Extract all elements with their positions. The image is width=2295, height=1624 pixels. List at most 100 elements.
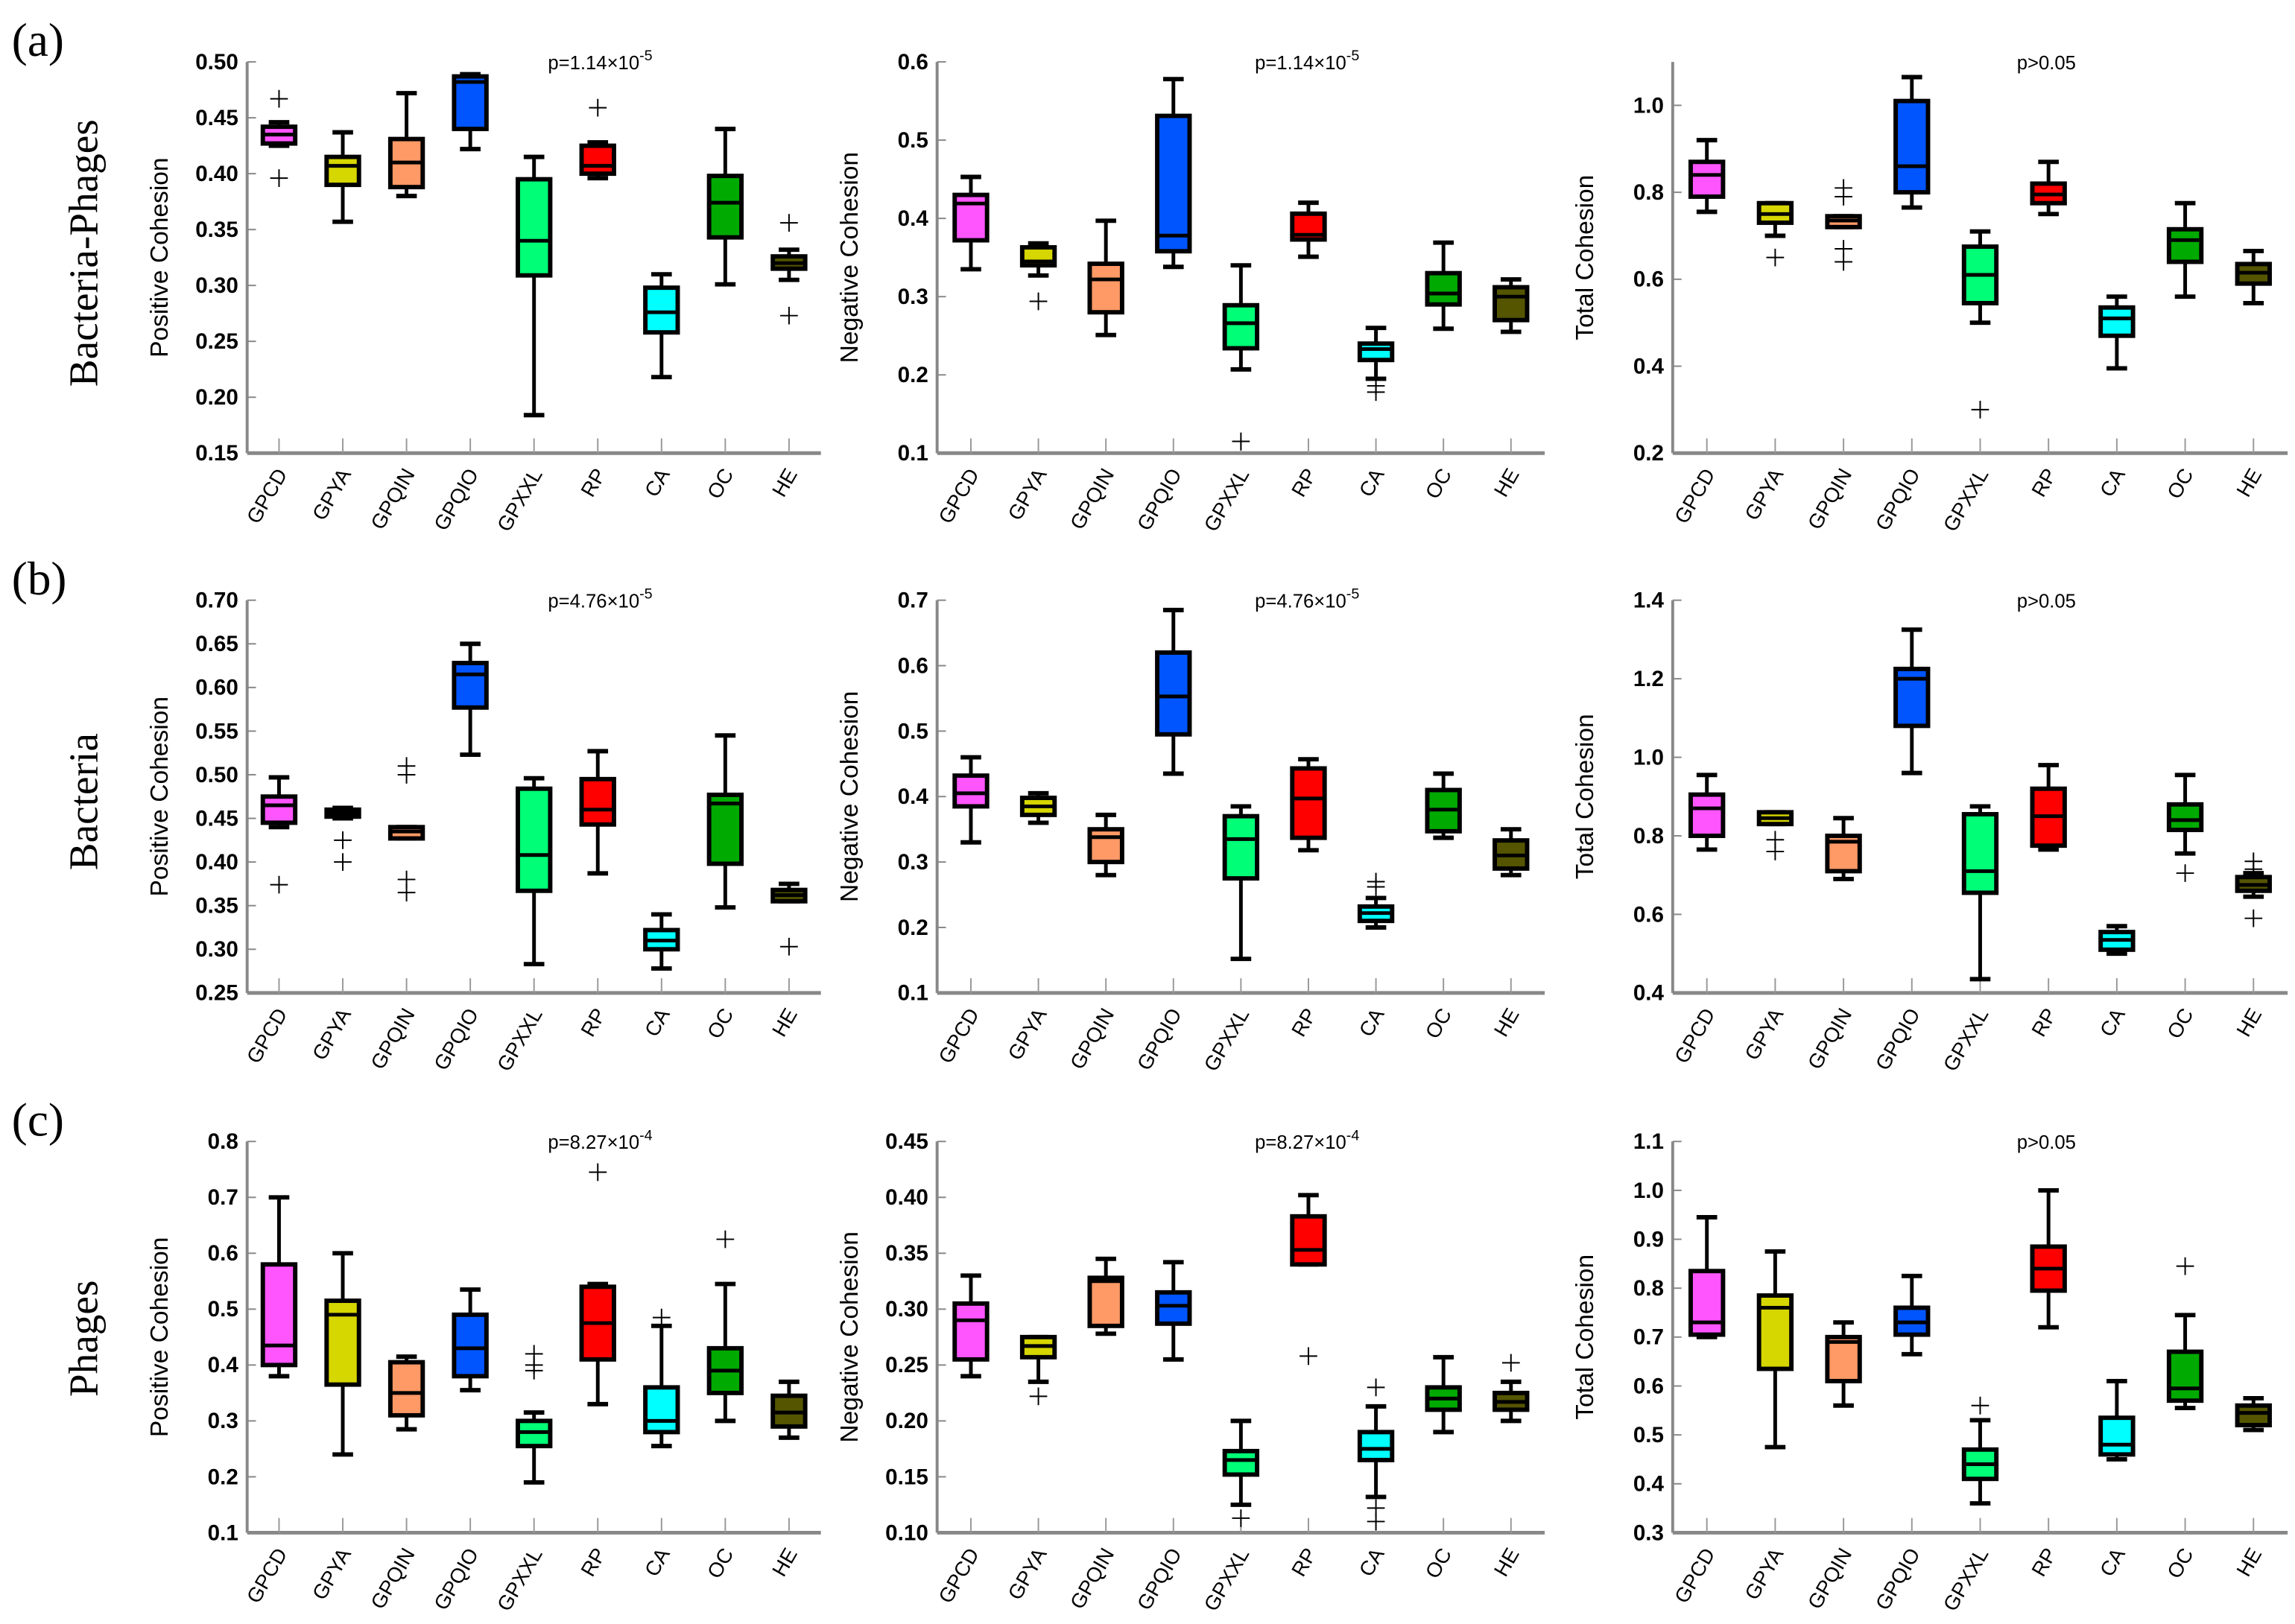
box-iqr [579,776,616,827]
box-iqr [2098,1415,2136,1457]
x-tick-label: GPYA [1003,1003,1051,1064]
y-tick-label: 0.3 [898,285,928,309]
p-value-exponent: -5 [1346,48,1360,64]
box-iqr [643,1385,680,1435]
box-gpcd [1688,1215,1726,1339]
x-tick-label: GPCD [1670,1544,1720,1608]
box-gpcd [952,755,990,845]
y-tick-label: 1.4 [1633,589,1665,613]
x-tick-label: GPYA [1003,464,1051,524]
box-rp [579,98,616,181]
box-oc [706,127,744,287]
x-tick-label: GPQIO [1871,1004,1925,1074]
p-value-exponent: -5 [639,48,653,64]
box-ca [2098,1378,2136,1462]
y-tick-label: 0.8 [1633,824,1664,849]
y-tick-label: 0.1 [208,1520,238,1545]
x-tick-label: GPYA [1003,1544,1051,1604]
x-tick-label: GPCD [934,1544,984,1608]
y-tick-label: 0.3 [208,1409,238,1433]
outlier-marker [1367,1512,1385,1531]
x-tick-label: GPQIN [1066,1004,1118,1073]
box-iqr [387,1360,425,1418]
x-tick-label: GPCD [1670,1004,1720,1068]
box-gpxxl [516,775,553,967]
outlier-marker [1300,1347,1317,1366]
y-tick-label: 0.5 [1633,1423,1664,1447]
y-tick-label: 0.65 [195,632,238,656]
y-tick-label: 0.7 [898,589,928,613]
y-tick-label: 1.1 [1633,1129,1664,1154]
outlier-marker [270,875,288,894]
box-rp [2030,159,2067,217]
y-tick-label: 0.3 [898,850,928,875]
p-value-base: p>0.05 [2017,1132,2076,1153]
p-value-base: p>0.05 [2017,591,2076,612]
box-gpqin [1825,816,1862,881]
y-tick-label: 0.20 [885,1409,928,1433]
x-tick-label: RP [1287,1004,1321,1041]
box-iqr [706,174,744,240]
p-value-exponent: -5 [639,586,653,603]
outlier-marker [1766,843,1785,860]
outlier-marker [1766,248,1785,267]
x-tick-label: GPQIN [1803,1544,1856,1614]
box-rp [1290,1193,1327,1366]
box-ca [1357,872,1395,930]
y-axis-label: Negative Cohesion [836,691,864,902]
box-gpqin [387,1354,425,1432]
outlier-marker [334,831,352,849]
p-value: p=1.14×10-5 [1255,48,1359,74]
x-tick-label: GPQIN [1066,464,1118,533]
x-tick-label: GPYA [308,464,355,524]
box-gpcd [952,1273,990,1379]
y-tick-label: 1.0 [1633,745,1664,770]
box-gpcd [952,174,990,272]
outlier-marker [397,884,416,901]
x-tick-label: OC [703,1544,738,1582]
y-tick-label: 0.15 [195,441,238,466]
box-gpqio [1155,1260,1192,1362]
box-he [1492,827,1530,878]
boxplot-panel: 0.10 0.15 0.20 0.25 0.30 0.35 0.40 0.45 Negative… [836,1127,1545,1615]
box-iqr [952,1301,990,1362]
outlier-marker [1367,878,1385,896]
y-tick-label: 0.40 [195,850,238,875]
box-gpqio [1155,607,1192,776]
p-value-base: p=4.76×10 [548,591,639,612]
y-tick-label: 0.4 [208,1353,239,1377]
x-tick-label: OC [703,1004,738,1042]
x-tick-label: OC [1421,1004,1457,1042]
x-tick-label: GPXXL [1939,1544,1993,1615]
outlier-marker [589,98,607,117]
y-tick-label: 0.6 [898,50,928,74]
y-tick-label: 0.5 [208,1297,238,1322]
y-tick-label: 0.50 [195,763,238,787]
box-gpqio [1893,627,1931,775]
box-iqr [1155,113,1192,254]
y-tick-label: 0.6 [1633,1374,1664,1398]
box-iqr [1290,766,1327,840]
outlier-marker [780,937,798,956]
box-iqr [516,177,553,278]
x-tick-label: GPCD [242,1004,292,1068]
box-ca [1357,326,1395,402]
box-iqr [1357,1430,1395,1462]
box-gpqin [387,757,425,901]
y-tick-label: 0.35 [195,894,238,919]
box-gpya [1019,241,1057,311]
box-iqr [2098,305,2136,338]
box-gpxxl [1961,1396,1999,1506]
y-tick-label: 0.4 [898,784,929,809]
y-tick-label: 0.7 [1633,1325,1664,1350]
y-tick-label: 0.5 [898,719,928,743]
p-value-base: p=8.27×10 [548,1132,639,1153]
x-tick-label: GPQIO [429,464,483,534]
y-axis-label: Negative Cohesion [836,1231,864,1442]
x-tick-label: GPXXL [1199,1544,1253,1615]
box-ca [643,272,680,380]
x-tick-label: OC [2162,1004,2198,1042]
box-gpxxl [516,154,553,418]
box-gpqin [1087,812,1124,878]
outlier-marker [780,214,798,232]
